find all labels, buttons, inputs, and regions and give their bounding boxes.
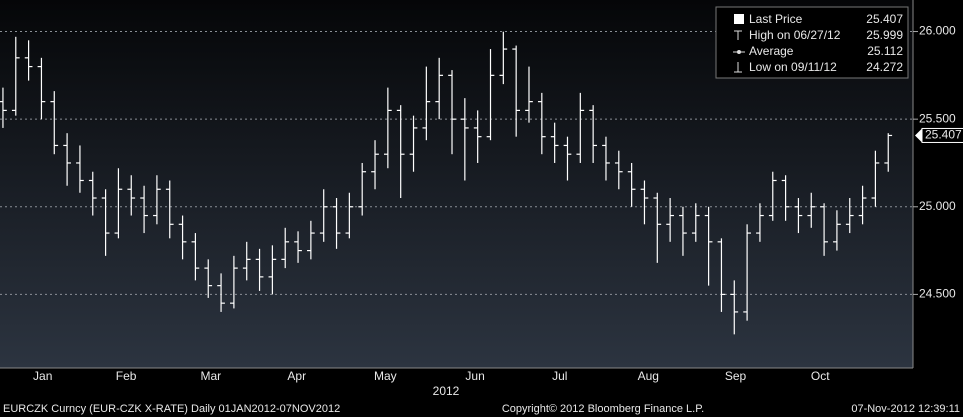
legend-label: Last Price — [749, 12, 803, 26]
year-label: 2012 — [433, 384, 460, 398]
legend-symbol — [734, 30, 742, 40]
legend-symbol — [734, 62, 742, 73]
y-tick-label: 25.000 — [919, 199, 956, 213]
x-tick-label: Sep — [725, 369, 747, 383]
footer-left: EURCZK Curncy (EUR-CZK X-RATE) Daily 01J… — [3, 403, 340, 415]
legend-value: 25.407 — [866, 12, 903, 26]
legend-value: 25.112 — [867, 44, 903, 58]
footer-center: Copyright© 2012 Bloomberg Finance L.P. — [502, 403, 704, 415]
x-tick-label: Feb — [116, 369, 137, 383]
last-price-label: 25.407 — [925, 128, 962, 142]
x-tick-label: Apr — [287, 369, 306, 383]
legend-symbol — [737, 50, 741, 54]
y-tick-label: 25.500 — [919, 111, 956, 125]
legend-symbol — [734, 14, 744, 24]
x-tick-label: Mar — [200, 369, 221, 383]
x-tick-label: Jul — [552, 369, 567, 383]
last-price-marker — [915, 128, 922, 143]
y-tick-label: 26.000 — [919, 24, 956, 38]
legend-label: High on 06/27/12 — [749, 28, 841, 42]
x-tick-label: Oct — [811, 369, 830, 383]
footer-bar — [0, 398, 963, 417]
legend-label: Low on 09/11/12 — [749, 60, 837, 74]
y-tick-label: 24.500 — [919, 287, 956, 301]
legend: Last Price 25.407 High on 06/27/12 25.999 Av… — [715, 6, 909, 79]
axis-background — [913, 0, 963, 368]
last-price-box — [921, 127, 963, 143]
x-tick-label: Aug — [638, 369, 659, 383]
footer-right: 07-Nov-2012 12:39:11 — [851, 403, 960, 415]
legend-value: 24.272 — [866, 60, 903, 74]
x-tick-label: Jun — [465, 369, 484, 383]
bars — [0, 31, 893, 335]
x-tick-label: Jan — [33, 369, 52, 383]
legend-label: Average — [749, 44, 794, 58]
legend-box — [715, 6, 909, 79]
x-tick-label: May — [374, 369, 397, 383]
legend-value: 25.999 — [866, 28, 903, 42]
